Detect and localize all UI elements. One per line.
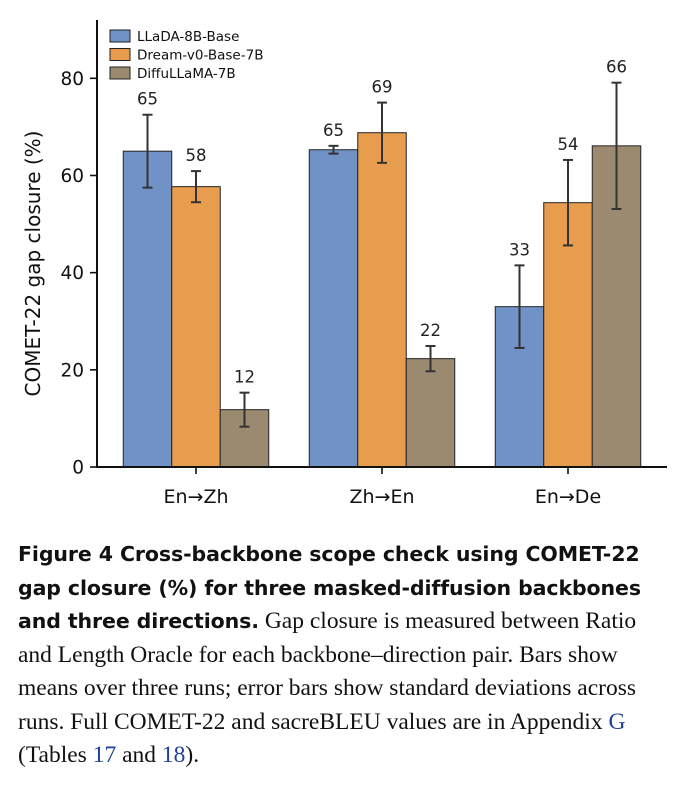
y-tick-label: 80 xyxy=(60,69,84,90)
y-tick-label: 0 xyxy=(72,458,84,479)
bar xyxy=(122,150,173,468)
figure-caption: Figure 4 Cross-backbone scope check usin… xyxy=(18,538,673,773)
data-label: 66 xyxy=(606,58,627,77)
data-label: 65 xyxy=(137,90,158,109)
caption-figure-label: Figure 4 xyxy=(18,542,113,566)
x-tick-label: En→Zh xyxy=(163,486,228,508)
data-label: 54 xyxy=(558,135,579,154)
x-tick-label: Zh→En xyxy=(349,486,414,508)
bar xyxy=(405,358,456,468)
y-tick-label: 60 xyxy=(60,166,84,187)
table-18-link[interactable]: 18 xyxy=(161,742,186,768)
caption-body-text: Gap closure is measured between Ratio an… xyxy=(18,608,637,735)
legend-label: DiffuLLaMA-7B xyxy=(137,66,236,82)
legend-swatch xyxy=(109,29,131,43)
caption-bold-text: Cross-backbone scope check using COMET-2… xyxy=(18,542,641,633)
y-tick-label: 20 xyxy=(60,360,84,381)
x-tick-label: En→De xyxy=(535,486,601,508)
legend-swatch xyxy=(109,48,131,61)
data-label: 69 xyxy=(372,78,393,97)
legend-label: LLaDA-8B-Base xyxy=(137,29,239,45)
bar-chart: 65 65 33 58 69 54 12 22 66 0 20 40 60 80 En→Zh Zh→En En→… xyxy=(21,20,667,508)
caption-tables-open: (Tables xyxy=(18,742,87,768)
legend-label: Dream-v0-Base-7B xyxy=(137,48,263,64)
table-17-link[interactable]: 17 xyxy=(92,742,117,768)
caption-and: and xyxy=(122,742,157,768)
legend-swatch xyxy=(109,66,131,80)
data-label: 58 xyxy=(186,146,207,165)
bar xyxy=(171,186,221,468)
data-label: 22 xyxy=(420,321,441,340)
bar xyxy=(308,149,359,468)
bar xyxy=(357,132,407,468)
appendix-link[interactable]: G xyxy=(608,708,626,735)
data-label: 65 xyxy=(323,121,344,140)
chart-container: 65 65 33 58 69 54 12 22 66 0 20 40 60 80 En→Zh Zh→En En→… xyxy=(21,20,667,508)
data-label: 33 xyxy=(509,240,530,259)
caption-end: ). xyxy=(185,742,200,768)
y-axis-label: COMET-22 gap closure (%) xyxy=(21,131,45,397)
y-tick-label: 40 xyxy=(60,263,84,284)
data-label: 12 xyxy=(234,368,255,387)
